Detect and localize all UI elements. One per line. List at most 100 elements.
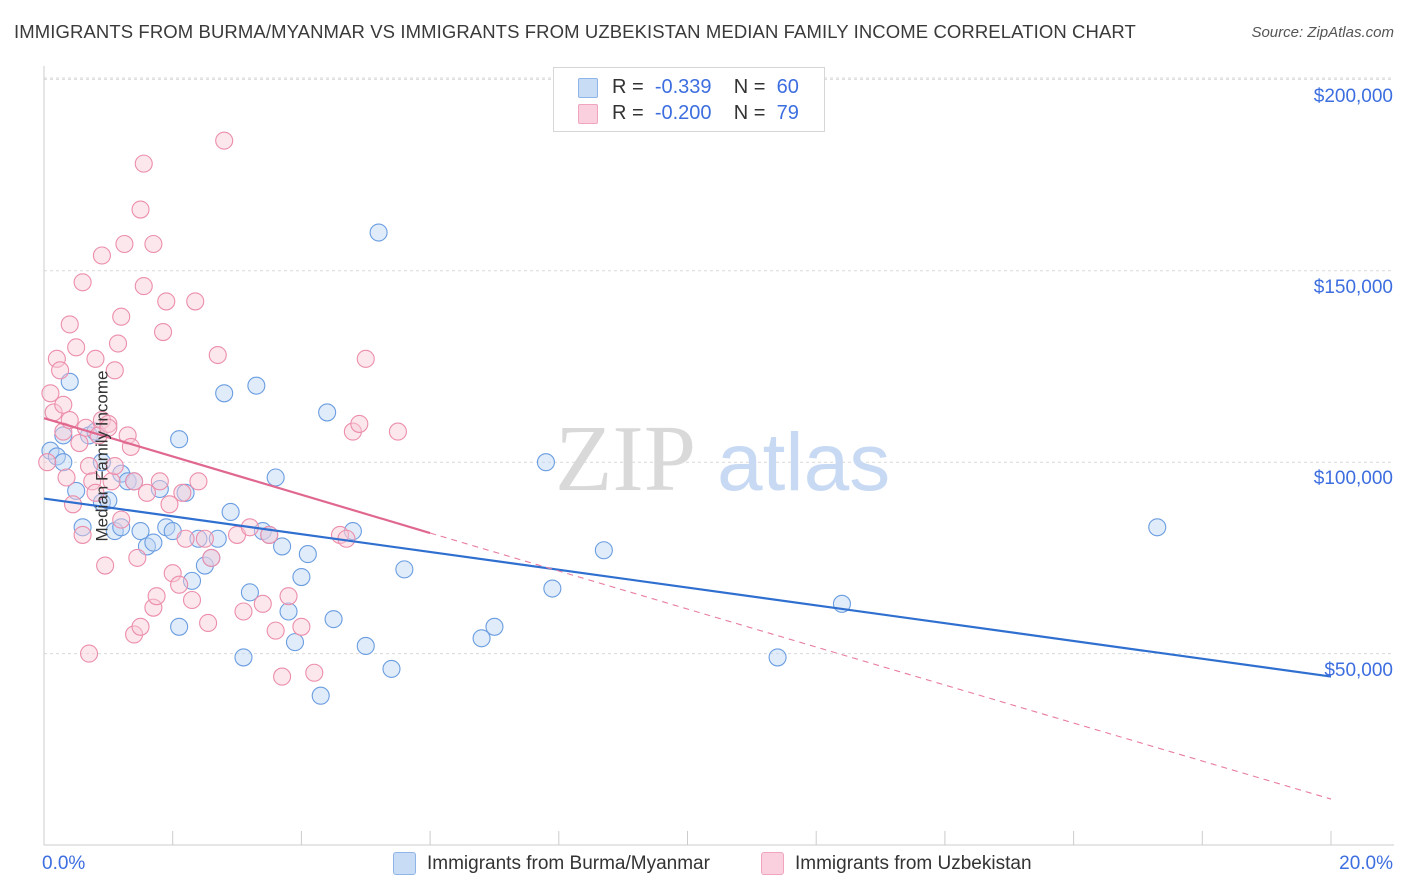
uzbekistan-point xyxy=(115,234,134,254)
uzbekistan-point xyxy=(102,472,121,491)
uzbekistan-point xyxy=(73,525,92,544)
burma-point xyxy=(221,502,240,522)
uzbekistan-point xyxy=(47,349,66,368)
burma-point xyxy=(279,602,298,621)
burma-point xyxy=(215,384,234,403)
uzbekistan-point xyxy=(234,602,253,621)
uzbekistan-point xyxy=(92,246,111,265)
uzbekistan-point xyxy=(292,617,311,636)
uzbekistan-point xyxy=(350,414,369,433)
uzbekistan-point xyxy=(202,548,221,567)
n-value-burma: 60 xyxy=(776,76,799,98)
burma-point xyxy=(234,648,253,667)
uzbekistan-point xyxy=(38,453,57,472)
burma-point xyxy=(536,453,555,472)
trend-lines xyxy=(43,417,1332,800)
uzbekistan-point xyxy=(199,613,218,633)
burma-point xyxy=(266,468,285,487)
burma-point xyxy=(67,481,86,500)
burma-point xyxy=(118,472,137,491)
uzbekistan-point xyxy=(128,548,147,567)
y-axis-label: Median Family Income xyxy=(92,370,112,542)
burma-point xyxy=(768,648,787,667)
uzbekistan-point xyxy=(79,644,99,663)
uzbekistan-point xyxy=(86,349,105,368)
uzbekistan-point xyxy=(125,625,144,644)
burma-point xyxy=(369,223,388,242)
bottom-label-burma: Immigrants from Burma/Myanmar xyxy=(427,853,710,874)
uzbekistan-point xyxy=(173,483,192,502)
legend-swatch-burma xyxy=(578,78,598,98)
burma-point xyxy=(395,560,414,579)
uzbekistan-point xyxy=(182,590,202,610)
chart-title: IMMIGRANTS FROM BURMA/MYANMAR VS IMMIGRA… xyxy=(14,21,1136,42)
uzbekistan-point xyxy=(60,315,79,334)
burma-trend-line xyxy=(43,497,1332,678)
n-label: N = xyxy=(733,102,766,124)
legend-text-burma: R = -0.339 N = 60 xyxy=(612,76,799,99)
burma-point xyxy=(298,545,317,564)
uzbekistan-point xyxy=(67,338,86,357)
uzbekistan-point xyxy=(54,395,73,414)
uzbekistan-point xyxy=(112,510,131,529)
burma-point xyxy=(54,426,73,445)
y-tick-100k: $100,000 xyxy=(1313,468,1393,489)
uzbekistan-trend-line xyxy=(43,417,431,535)
burma-point xyxy=(285,633,305,652)
x-min-label: 0.0% xyxy=(42,853,86,874)
uzbekistan-point xyxy=(170,575,189,594)
uzbekistan-point xyxy=(160,495,179,514)
uzbekistan-point xyxy=(388,422,407,441)
burma-point xyxy=(472,629,491,648)
uzbekistan-point xyxy=(105,361,124,380)
burma-point xyxy=(318,403,337,422)
n-label: N = xyxy=(733,76,766,98)
uzbekistan-point xyxy=(131,200,150,219)
burma-point xyxy=(144,533,163,552)
uzbekistan-series xyxy=(38,131,407,686)
burma-point xyxy=(195,556,214,575)
uzbekistan-point xyxy=(79,456,99,476)
gridlines xyxy=(44,77,1394,655)
source-label: Source: ZipAtlas.com xyxy=(1251,24,1394,41)
uzbekistan-point xyxy=(273,667,292,686)
burma-point xyxy=(273,537,292,556)
burma-point xyxy=(356,636,375,655)
uzbekistan-point xyxy=(343,422,362,441)
burma-series xyxy=(41,223,1167,705)
n-value-uzbekistan: 79 xyxy=(776,102,799,124)
uzbekistan-point xyxy=(356,349,375,368)
uzbekistan-point xyxy=(86,483,105,502)
burma-point xyxy=(594,541,613,560)
r-label: R = xyxy=(612,76,644,98)
burma-point xyxy=(1148,518,1167,537)
y-tick-150k: $150,000 xyxy=(1313,277,1393,298)
burma-point xyxy=(189,529,208,548)
uzbekistan-point xyxy=(186,292,205,311)
uzbekistan-point xyxy=(253,594,272,613)
bottom-swatch-burma xyxy=(393,852,416,875)
uzbekistan-point xyxy=(134,154,153,173)
uzbekistan-point xyxy=(125,472,144,491)
uzbekistan-point xyxy=(208,345,227,365)
burma-point xyxy=(170,430,189,449)
burma-point xyxy=(292,567,311,587)
burma-point xyxy=(240,583,259,602)
uzbekistan-point xyxy=(189,472,208,491)
burma-point xyxy=(170,617,189,636)
uzbekistan-point xyxy=(108,334,128,353)
uzbekistan-trend-extension xyxy=(429,532,1332,800)
watermark-zip: ZIP xyxy=(555,407,696,511)
y-tick-200k: $200,000 xyxy=(1313,86,1393,107)
bottom-label-uzbekistan: Immigrants from Uzbekistan xyxy=(795,853,1032,874)
uzbekistan-point xyxy=(96,556,115,575)
uzbekistan-point xyxy=(137,483,157,502)
uzbekistan-point xyxy=(150,472,169,491)
burma-point xyxy=(311,686,330,705)
correlation-legend: R = -0.339 N = 60 R = -0.200 N = 79 xyxy=(553,67,825,132)
burma-point xyxy=(54,453,73,472)
uzbekistan-point xyxy=(83,472,102,491)
x-max-label: 20.0% xyxy=(1339,853,1393,874)
burma-point xyxy=(382,659,401,678)
